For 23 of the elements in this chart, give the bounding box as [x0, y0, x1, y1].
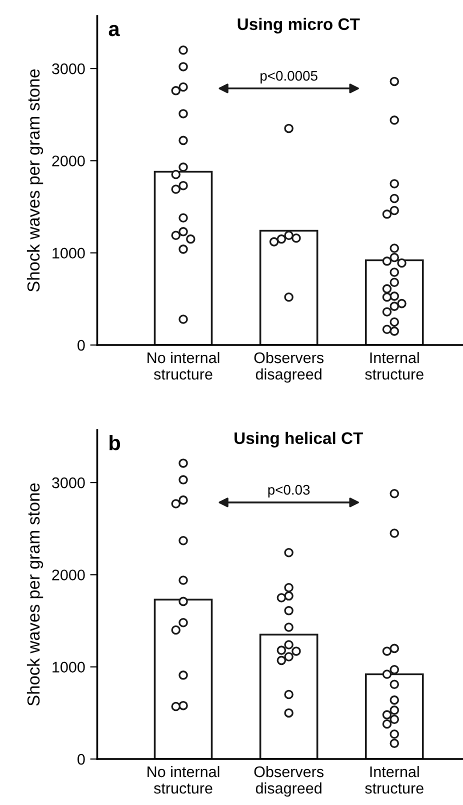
y-tick-label: 2000 — [52, 156, 85, 166]
y-tick-label: 3000 — [52, 477, 85, 488]
y-tick-label: 1000 — [52, 248, 85, 259]
x-tick-label: Internal structure — [365, 766, 424, 794]
y-tick-label: 2000 — [52, 570, 85, 580]
y-tick-label: 0 — [78, 340, 85, 351]
annotation: a — [108, 24, 120, 36]
x-tick-label: Internal structure — [365, 352, 424, 380]
annotation: p<0.03 — [268, 484, 310, 498]
y-tick-label: 0 — [78, 754, 85, 765]
annotation: p<0.0005 — [260, 70, 318, 84]
y-tick-label: 1000 — [52, 662, 85, 673]
x-tick-label: Observers disagreed — [254, 766, 324, 797]
x-tick-label: No internal structure — [148, 766, 220, 794]
x-tick-label: Observers disagreed — [254, 352, 324, 383]
y-axis-title: Shock waves per gram stone — [26, 483, 44, 706]
chart-title: Using micro CT — [238, 18, 360, 34]
annotation: b — [110, 434, 120, 450]
y-tick-label: 3000 — [52, 63, 85, 74]
x-tick-label: No internal structure — [148, 352, 220, 380]
chart-title: Using helical CT — [234, 432, 364, 448]
y-axis-title: Shock waves per gram stone — [26, 69, 44, 292]
bar — [259, 230, 318, 346]
